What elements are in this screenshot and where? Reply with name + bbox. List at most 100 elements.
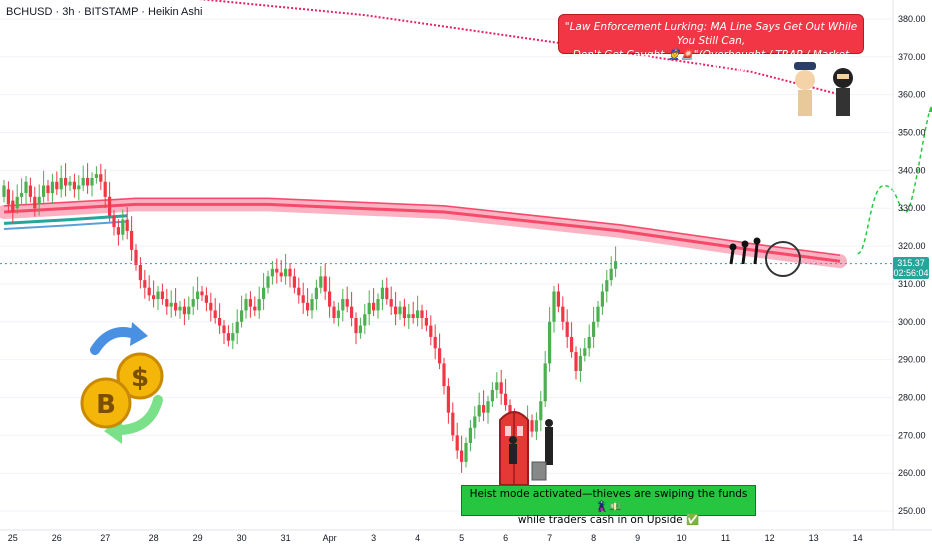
candle-body — [552, 291, 556, 322]
candle-body — [253, 306, 257, 311]
y-tick-label: 280.00 — [898, 393, 926, 403]
candle-body — [592, 321, 596, 337]
candle-body — [499, 382, 503, 394]
candle-body — [455, 435, 459, 451]
last-price-value: 315.37 — [897, 258, 925, 268]
candle-body — [372, 302, 376, 311]
heist-line-1: Heist mode activated—thieves are swiping… — [469, 488, 748, 513]
candle-body — [468, 427, 472, 443]
candle-body — [50, 181, 54, 194]
candle-body — [68, 181, 72, 186]
candle-body — [451, 412, 455, 436]
candle-body — [301, 295, 305, 303]
dollar-coin-icon — [116, 352, 164, 400]
y-tick-label: 290.00 — [898, 355, 926, 365]
candle-body — [319, 276, 323, 288]
candle-body — [587, 336, 591, 349]
moving-average-lines — [0, 0, 847, 269]
x-tick-label: 25 — [8, 533, 18, 543]
candle-body — [530, 420, 534, 432]
candle-body — [204, 295, 208, 303]
candle-body — [424, 318, 428, 326]
candle-body — [226, 333, 230, 341]
candle-body — [358, 325, 362, 334]
candle-body — [398, 306, 402, 315]
candle-body — [297, 287, 301, 296]
x-tick-label: 31 — [281, 533, 291, 543]
candle-body — [407, 314, 411, 318]
candle-body — [534, 420, 538, 432]
callout-line-2: Don't Get Caught 👮🚨"(Overbought / TRAP /… — [572, 49, 850, 75]
candle-body — [429, 325, 433, 337]
y-tick-label: 380.00 — [898, 14, 926, 24]
y-tick-label: 350.00 — [898, 128, 926, 138]
candle-body — [112, 215, 116, 228]
candle-body — [81, 177, 85, 186]
candle-body — [477, 405, 481, 417]
candle-body — [420, 310, 424, 318]
candle-body — [213, 310, 217, 318]
y-tick-label: 370.00 — [898, 52, 926, 62]
x-tick-label: 4 — [415, 533, 420, 543]
candle-body — [556, 291, 560, 307]
y-tick-label: 320.00 — [898, 241, 926, 251]
candle-body — [596, 306, 600, 322]
x-tick-label: 11 — [721, 533, 730, 543]
candle-body — [609, 268, 613, 281]
candle-body — [209, 302, 213, 311]
ma-line-secondary — [3, 197, 841, 256]
candle-body — [486, 401, 490, 413]
candle-body — [99, 174, 103, 182]
candle-body — [310, 299, 314, 311]
forecast-projection — [857, 105, 932, 255]
candle-body — [341, 299, 345, 311]
x-tick-label: 8 — [591, 533, 596, 543]
candle-body — [306, 302, 310, 311]
candle-body — [600, 291, 604, 307]
candle-body — [460, 450, 464, 462]
candle-body — [15, 196, 19, 209]
ma-line-primary — [3, 202, 841, 263]
candle-body — [328, 291, 332, 307]
candle-body — [288, 268, 292, 277]
candle-body — [200, 291, 204, 296]
candle-body — [169, 302, 173, 307]
candle-body — [367, 302, 371, 315]
candle-body — [138, 265, 142, 281]
candle-body — [24, 181, 28, 194]
candle-body — [20, 193, 24, 197]
candle-body — [2, 185, 6, 197]
x-tick-label: 28 — [149, 533, 159, 543]
bitcoin-coin-icon — [80, 377, 132, 429]
candle-body — [248, 299, 252, 307]
candle-body — [64, 177, 68, 186]
zone-marker-icon — [765, 241, 801, 277]
candle-body — [583, 348, 587, 356]
candle-body — [570, 336, 574, 353]
candle-body — [336, 310, 340, 318]
candle-body — [350, 306, 354, 318]
x-axis-labels: 25 26 27 28 29 30 31 Apr 3 4 5 6 7 8 9 10 11 12 13 14 — [8, 533, 863, 543]
thief-figures-icon — [509, 419, 553, 481]
candle-body — [565, 321, 569, 337]
y-tick-label: 330.00 — [898, 203, 926, 213]
y-tick-label: 250.00 — [898, 506, 926, 516]
y-tick-label: 300.00 — [898, 317, 926, 327]
candle-body — [411, 314, 415, 318]
police-officer-icon — [794, 62, 816, 116]
candle-body — [182, 306, 186, 315]
candle-body — [446, 386, 450, 413]
candle-body — [442, 363, 446, 387]
candle-body — [108, 196, 112, 216]
candle-body — [130, 230, 134, 250]
candle-body — [90, 177, 94, 186]
candle-body — [147, 287, 151, 296]
candle-body — [508, 405, 512, 417]
candle-body — [46, 185, 50, 194]
candle-body — [178, 306, 182, 311]
symbol-title: BCHUSD · 3h · BITSTAMP · Heikin Ashi — [6, 6, 203, 18]
candle-body — [42, 185, 46, 197]
y-axis-labels: 250.00 260.00 270.00 280.00 290.00 300.00 310.… — [898, 14, 926, 516]
y-tick-label: 270.00 — [898, 430, 926, 440]
